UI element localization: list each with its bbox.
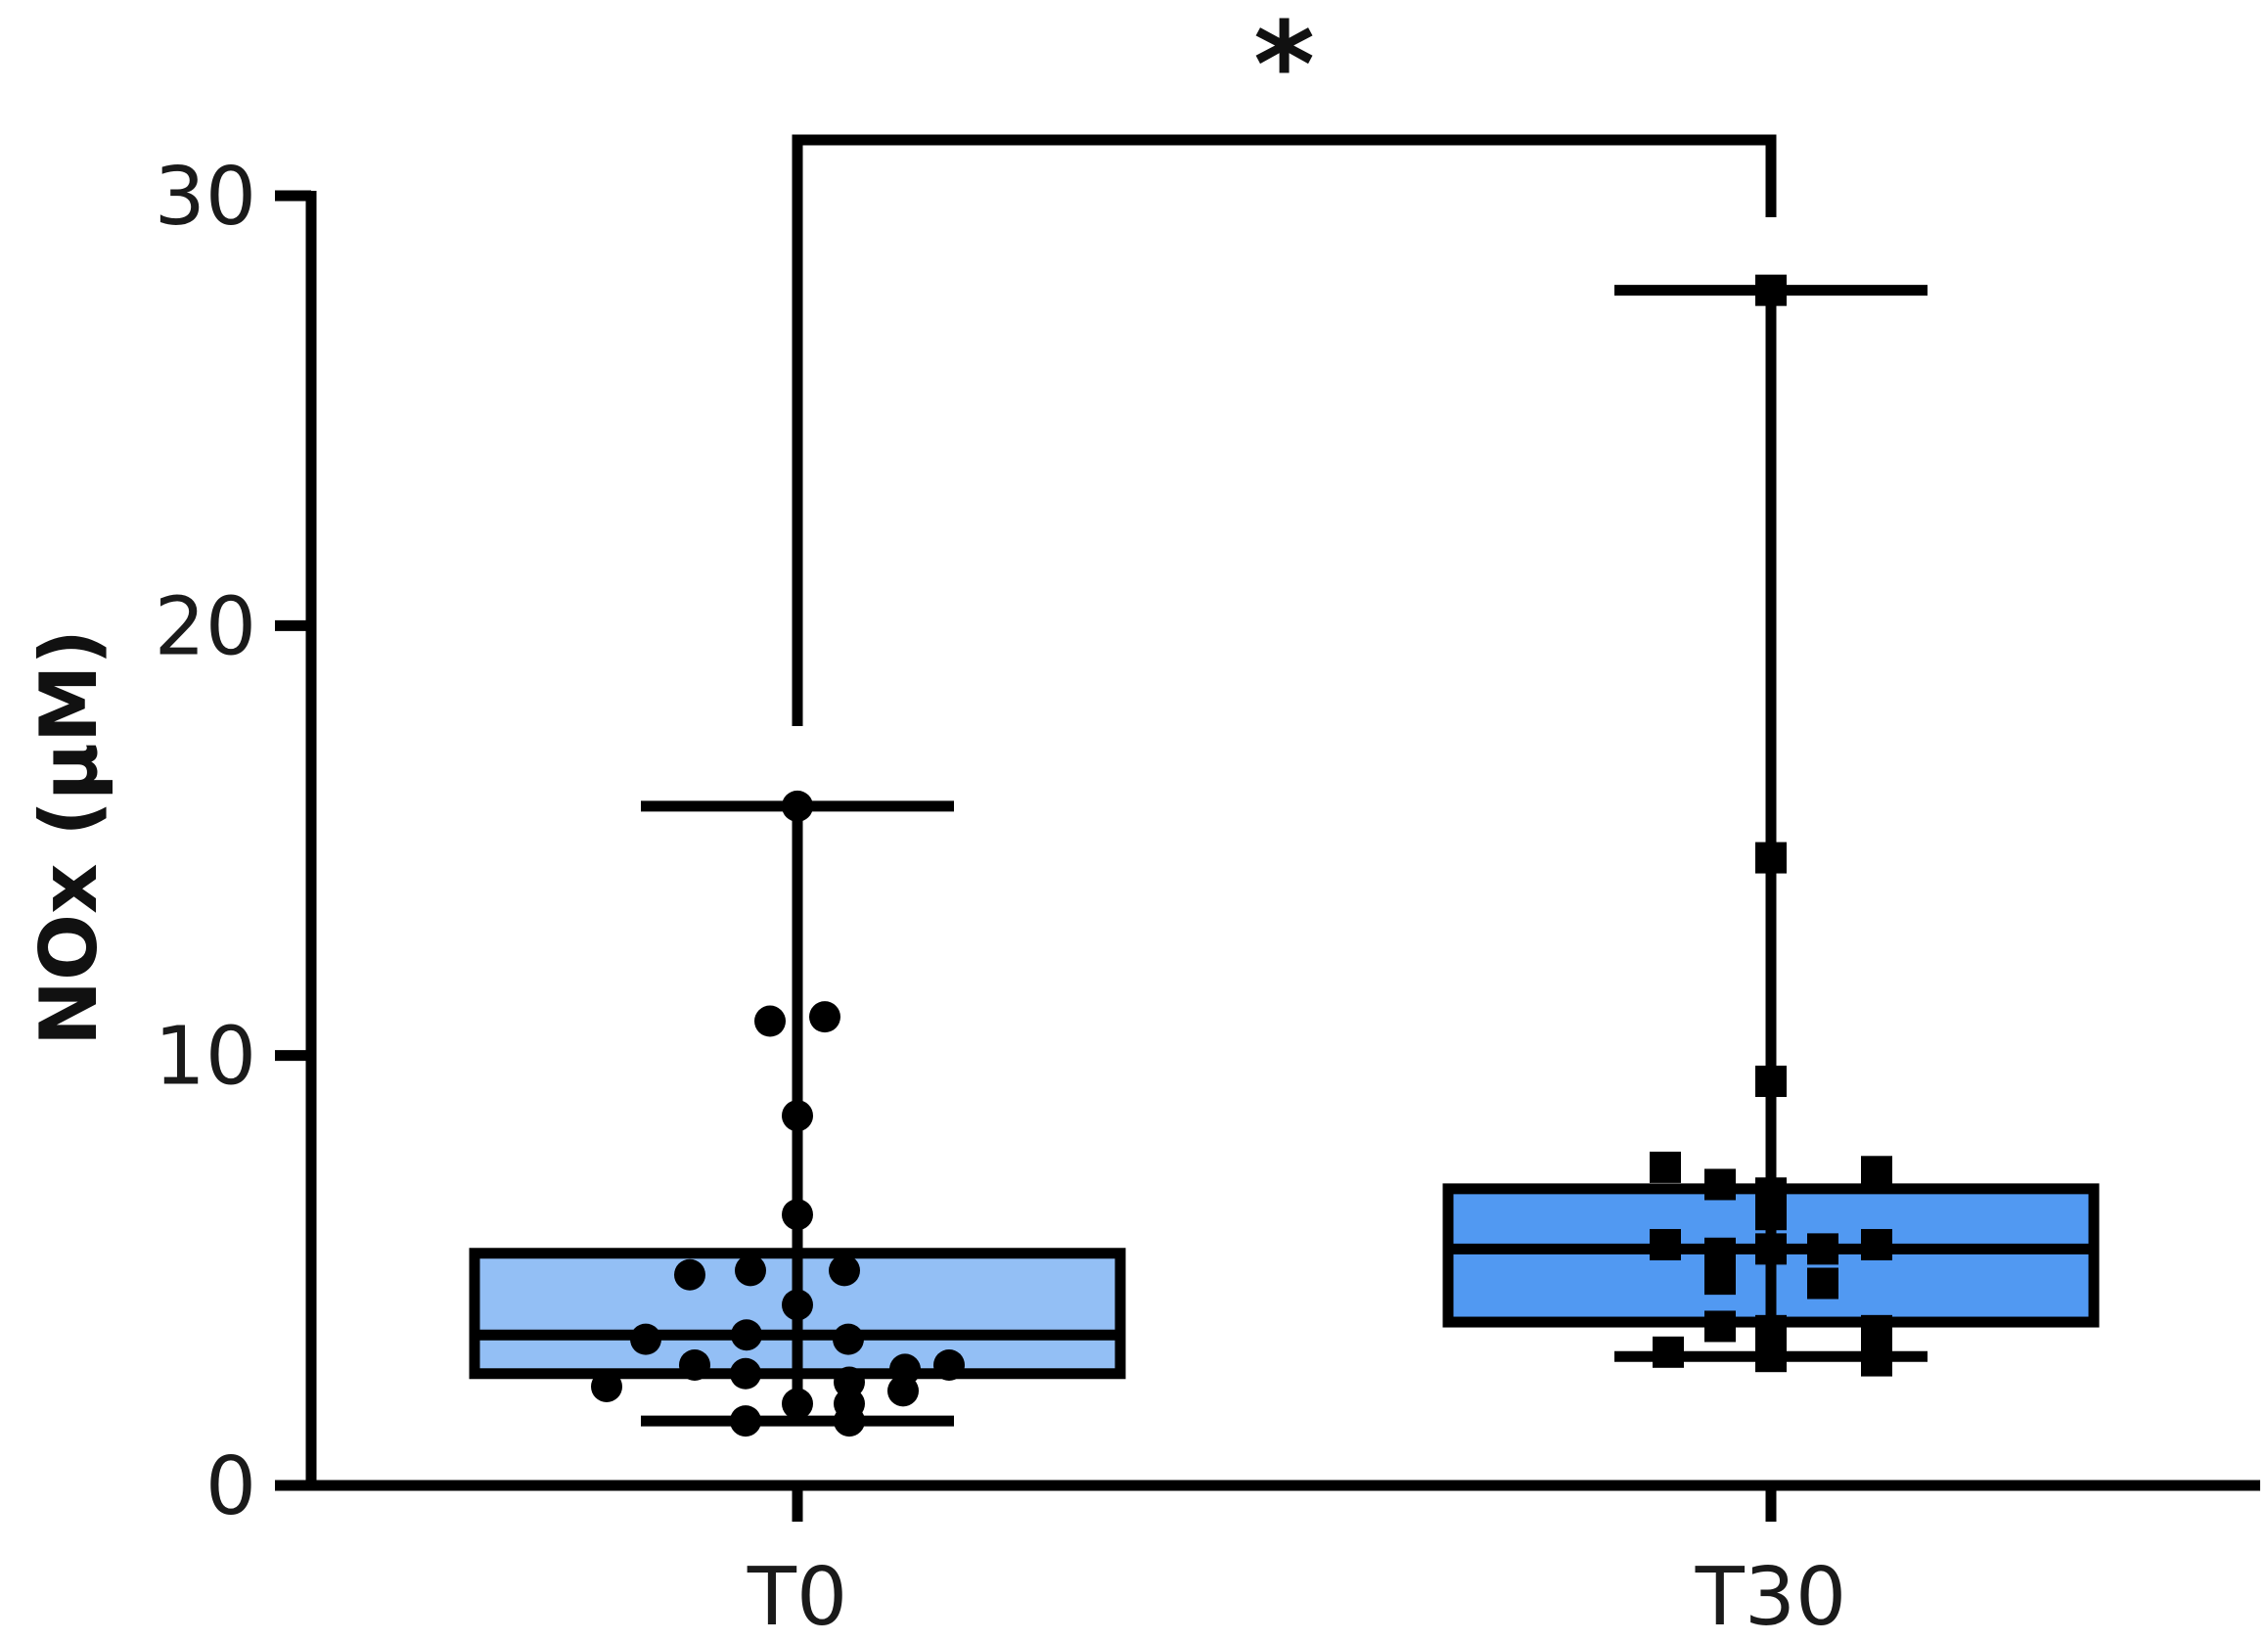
- data-point: [1704, 1263, 1736, 1296]
- data-point: [833, 1323, 864, 1355]
- data-point: [1650, 1151, 1681, 1183]
- y-tick-label: 0: [205, 1440, 256, 1533]
- y-tick-label: 20: [155, 580, 256, 673]
- data-point: [1704, 1310, 1736, 1343]
- x-tick-label: T0: [747, 1551, 847, 1642]
- data-point: [809, 1001, 840, 1033]
- data-point: [1861, 1345, 1892, 1377]
- data-point: [730, 1405, 761, 1437]
- data-point: [933, 1348, 965, 1381]
- data-point: [731, 1319, 762, 1351]
- data-point: [1755, 1199, 1787, 1231]
- box-T30: [1442, 274, 2100, 1377]
- x-tick-label: T30: [1695, 1551, 1846, 1642]
- significance-bracket: *: [792, 0, 1777, 726]
- data-point: [679, 1348, 710, 1381]
- data-point: [591, 1370, 622, 1402]
- y-axis-label: NOx (µM): [23, 629, 114, 1046]
- data-point: [1861, 1314, 1892, 1346]
- y-tick-label: 30: [155, 151, 256, 244]
- data-point: [829, 1254, 860, 1287]
- x-ticks: T0 T30: [747, 1485, 1846, 1642]
- data-point: [730, 1357, 761, 1390]
- data-point: [674, 1258, 705, 1291]
- y-ticks: 0 10 20 30: [155, 151, 311, 1533]
- data-point: [782, 1388, 813, 1420]
- data-point: [834, 1366, 865, 1398]
- data-point: [630, 1323, 661, 1355]
- data-point: [782, 1100, 813, 1132]
- boxes: [469, 274, 2100, 1437]
- data-point: [1755, 1341, 1787, 1373]
- data-point: [735, 1254, 766, 1287]
- data-point: [1653, 1336, 1684, 1368]
- data-point: [754, 1005, 786, 1037]
- y-tick-label: 10: [155, 1011, 256, 1104]
- data-point: [782, 790, 813, 822]
- data-point: [782, 1289, 813, 1321]
- data-point: [1807, 1233, 1838, 1265]
- data-point: [1755, 274, 1787, 306]
- data-point: [834, 1405, 865, 1437]
- data-point: [1755, 842, 1787, 874]
- data-point: [887, 1375, 919, 1407]
- data-point: [1861, 1228, 1892, 1260]
- data-point: [1755, 1066, 1787, 1098]
- data-point: [1861, 1156, 1892, 1188]
- data-point: [1807, 1267, 1838, 1300]
- data-point: [1755, 1233, 1787, 1265]
- data-point: [782, 1199, 813, 1231]
- data-point: [1650, 1228, 1681, 1260]
- axes: [275, 191, 2260, 1491]
- data-point: [1704, 1168, 1736, 1201]
- box-T0: [469, 790, 1126, 1437]
- bracket-line: [792, 134, 1777, 726]
- significance-label: *: [1253, 0, 1315, 134]
